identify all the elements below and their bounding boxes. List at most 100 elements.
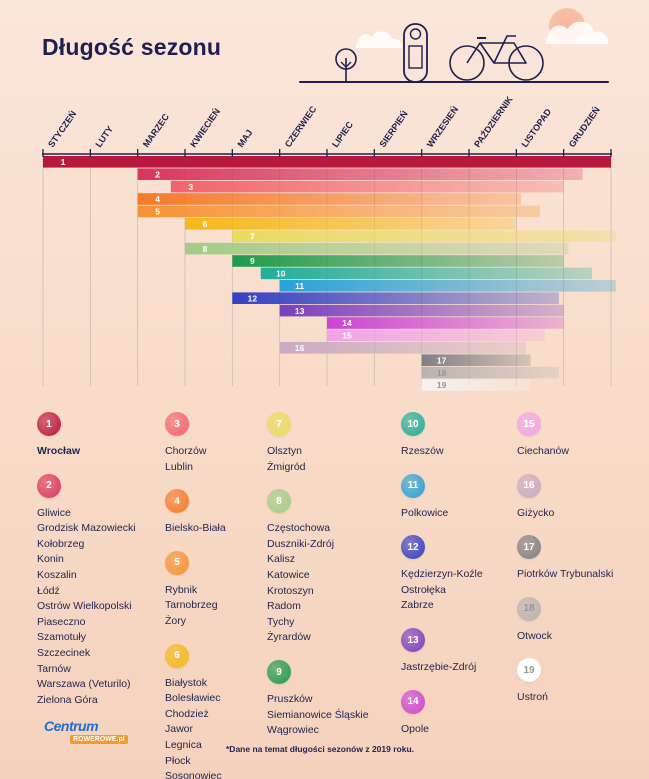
bicycle-icon <box>449 45 485 81</box>
bar-label: 8 <box>203 244 208 254</box>
legend-group-9: 9 Pruszków Siemianowice Śląskie Wągrowiec <box>267 660 397 739</box>
legend-city: Żmigród <box>267 460 306 473</box>
legend-group-2: 2 Gliwice Grodzisk Mazowiecki Kołobrzeg Koni… <box>37 473 167 709</box>
legend-group-17: 17 Piotrków Trybunalski <box>517 535 647 583</box>
legend-city: Opole <box>401 722 430 735</box>
legend-city-list: Giżycko <box>517 506 647 522</box>
legend-group-19: 19 Ustroń <box>517 658 647 706</box>
legend-city-list: Bielsko-Biała <box>165 521 295 537</box>
legend-city: Wągrowiec <box>267 724 319 737</box>
season-bar <box>137 193 522 205</box>
legend-city-list: Ustroń <box>517 690 647 706</box>
legend-city: Tarnobrzeg <box>165 599 218 612</box>
cloud-icon <box>545 21 609 44</box>
season-bar <box>279 304 564 317</box>
logo-sub-text: ROWEROWE.pl <box>70 735 128 744</box>
legend-marker: 19 <box>517 658 541 683</box>
legend-city: Ustroń <box>517 691 548 704</box>
bar-label: 1 <box>61 157 66 167</box>
bar-label: 16 <box>295 343 305 353</box>
tree-branch <box>340 61 352 68</box>
legend-city: Wrocław <box>37 445 80 457</box>
month-label: GRUDZIEŃ <box>567 105 602 149</box>
month-label: MAJ <box>235 128 254 149</box>
season-bar <box>279 342 526 354</box>
legend-city: Polkowice <box>401 506 449 519</box>
season-bar <box>279 280 616 292</box>
cloud-icon <box>355 31 403 48</box>
legend-city: Ostrów Wielkopolski <box>37 600 132 613</box>
legend-marker: 10 <box>401 412 425 436</box>
legend-marker: 6 <box>165 643 189 668</box>
legend-city: Kędzierzyn-Koźle <box>401 568 483 581</box>
legend-city-list: Olsztyn Żmigród <box>267 444 397 475</box>
legend-city: Legnica <box>165 738 202 751</box>
legend-group-5: 5 Rybnik Tarnobrzeg Żory <box>165 550 295 630</box>
logo-main-text: Centrum <box>44 718 99 734</box>
month-label: LUTY <box>93 124 115 149</box>
legend-marker: 15 <box>517 412 541 436</box>
legend-city: Grodzisk Mazowiecki <box>37 522 136 535</box>
season-bar <box>421 366 559 379</box>
legend-group-3: 3 Chorzów Lublin <box>165 412 295 475</box>
legend-city: Sosonowiec <box>165 770 222 779</box>
legend-group-8: 8 Częstochowa Duszniki-Zdrój Kalisz Katowice… <box>267 489 397 646</box>
legend-marker: 14 <box>401 689 425 714</box>
legend-city: Rzeszów <box>401 445 444 457</box>
season-bar <box>421 379 531 391</box>
season-bar <box>232 255 564 267</box>
legend-city: Chodzież <box>165 707 209 720</box>
legend-group-13: 13 Jastrzębie-Zdrój <box>401 628 531 676</box>
legend-city: Kalisz <box>267 553 296 566</box>
legend-marker: 8 <box>267 489 291 514</box>
legend-city: Piotrków Trybunalski <box>517 568 614 581</box>
bar-label: 4 <box>155 194 160 204</box>
legend-city: Olsztyn <box>267 445 303 457</box>
legend-group-10: 10 Rzeszów <box>401 412 531 460</box>
legend-city: Płock <box>165 754 191 767</box>
station-sign <box>409 28 422 40</box>
month-label: KWIECIEŃ <box>188 107 222 150</box>
legend-city-list: Częstochowa Duszniki-Zdrój Kalisz Katowice K… <box>267 521 397 646</box>
legend-city: Pruszków <box>267 693 313 705</box>
legend-marker: 4 <box>165 489 189 514</box>
legend-group-12: 12 Kędzierzyn-Koźle Ostrołęka Zabrze <box>401 535 531 614</box>
month-label: STYCZEŃ <box>46 109 78 149</box>
legend-city-list: Pruszków Siemianowice Śląskie Wągrowiec <box>267 692 397 739</box>
season-bar <box>185 242 569 255</box>
legend-city: Krotoszyn <box>267 584 314 597</box>
season-bar <box>232 292 559 304</box>
legend-city: Ostrołęka <box>401 583 446 596</box>
legend-city: Otwock <box>517 629 553 642</box>
legend-city: Żyrardów <box>267 631 311 644</box>
legend-city: Tychy <box>267 615 295 628</box>
legend-city: Giżycko <box>517 506 555 519</box>
legend-city-list: Opole <box>401 722 531 738</box>
legend-city: Radom <box>267 600 301 613</box>
legend-city: Szamotuły <box>37 631 87 644</box>
legend-city-list: Wrocław <box>37 444 167 460</box>
month-label: LISTOPAD <box>519 106 553 149</box>
month-label: CZERWIEC <box>283 104 319 149</box>
legend-city-list: Jastrzębie-Zdrój <box>401 660 531 676</box>
season-bar <box>327 317 564 329</box>
legend-group-7: 7 Olsztyn Żmigród <box>267 412 397 475</box>
legend-marker: 12 <box>401 535 425 560</box>
legend-city: Bolesławiec <box>165 692 221 705</box>
legend-marker: 13 <box>401 628 425 652</box>
legend-city: Zielona Góra <box>37 693 98 706</box>
bar-label: 2 <box>155 169 160 179</box>
month-label: LIPIEC <box>330 119 355 149</box>
legend-city: Chorzów <box>165 445 207 457</box>
bar-label: 15 <box>342 331 352 341</box>
legend-marker: 3 <box>165 412 189 436</box>
bicycle-frame <box>466 42 527 64</box>
season-bar <box>232 230 616 242</box>
legend-city: Częstochowa <box>267 522 331 535</box>
legend-group-18: 18 Otwock <box>517 596 647 645</box>
legend-city: Siemianowice Śląskie <box>267 708 369 721</box>
bar-label: 6 <box>203 219 208 229</box>
season-bar <box>137 205 540 218</box>
legend-marker: 1 <box>37 412 61 436</box>
